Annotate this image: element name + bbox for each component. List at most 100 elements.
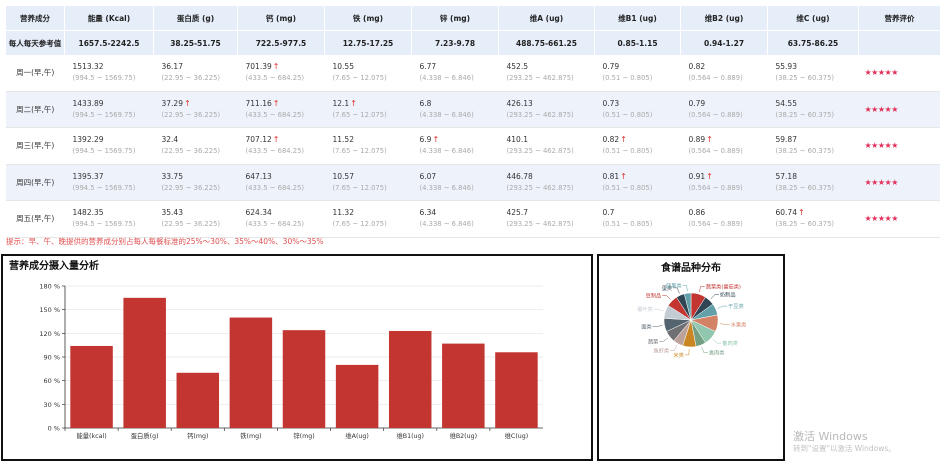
nutrient-value-line: 701.39↑ <box>246 61 324 73</box>
bar <box>282 330 326 428</box>
bar <box>335 364 379 428</box>
nutrient-value: 446.78 <box>506 171 533 181</box>
nutrient-range: (293.25 ~ 462.875) <box>506 183 574 192</box>
y-tick-label: 150 % <box>39 306 60 314</box>
nutrient-value-line: 1433.89 <box>73 98 153 110</box>
nutrient-value: 410.1 <box>506 135 528 145</box>
nutrient-value-line: 0.7 <box>603 207 680 219</box>
bar <box>229 317 273 428</box>
up-arrow-icon: ↑ <box>706 135 713 145</box>
nutrient-cell: 11.32 (7.65 ~ 12.075) <box>324 200 412 238</box>
nutrient-value: 6.77 <box>419 62 437 72</box>
up-arrow-icon: ↑ <box>183 98 191 108</box>
pie-label-line <box>698 286 705 293</box>
nutrient-range: (433.5 ~ 684.25) <box>245 74 305 83</box>
rating-stars: ★★★★★ <box>858 164 940 201</box>
nutrient-value: 10.55 <box>332 62 354 72</box>
nutrient-value: 0.73 <box>602 98 620 108</box>
nutrient-range: (22.95 ~ 36.225) <box>161 74 221 83</box>
nutrient-cell: 36.17 (22.95 ~ 36.225) <box>153 55 238 92</box>
nutrient-value-line: 6.34 <box>420 207 498 219</box>
column-header: 铁 (mg) <box>324 6 412 31</box>
nutrient-range: (4.338 ~ 6.846) <box>419 110 474 119</box>
nutrient-value: 55.93 <box>775 62 797 72</box>
pie-label-line <box>710 294 719 300</box>
pie-slice-label: 水果类 <box>731 320 747 328</box>
reference-value: 7.23-9.78 <box>411 30 499 55</box>
nutrition-tip: 提示：早、午、晚提供的营养成分别占每人每餐标准的25%～30%、35%～40%、… <box>6 237 324 246</box>
windows-activation-hint: 转到"设置"以激活 Windows。 <box>793 444 896 453</box>
reference-value: 0.85-1.15 <box>594 30 681 55</box>
x-tick-label: 维B1(ug) <box>396 431 424 440</box>
pie-slice-label: 禽肉类 <box>709 349 725 357</box>
nutrient-value-line: 647.13 <box>246 171 324 183</box>
nutrient-cell: 711.16↑ (433.5 ~ 684.25) <box>237 91 325 128</box>
nutrient-range: (4.338 ~ 6.846) <box>419 74 474 83</box>
reference-value: 488.75-661.25 <box>498 30 595 55</box>
nutrient-cell: 6.77 (4.338 ~ 6.846) <box>411 55 499 92</box>
nutrient-cell: 1513.32 (994.5 ~ 1569.75) <box>64 55 154 92</box>
nutrient-value: 1392.29 <box>72 135 104 145</box>
up-arrow-icon: ↑ <box>272 135 280 145</box>
nutrient-range: (4.338 ~ 6.846) <box>419 147 474 156</box>
nutrient-cell: 1433.89 (994.5 ~ 1569.75) <box>64 91 154 128</box>
pie-slice-label: 面类 <box>641 323 651 331</box>
nutrient-value-line: 10.55 <box>333 61 411 73</box>
nutrient-cell: 1482.35 (994.5 ~ 1569.75) <box>64 200 154 238</box>
nutrient-cell: 57.18 (38.25 ~ 60.375) <box>767 164 859 201</box>
nutrient-value-line: 0.79 <box>603 61 680 73</box>
nutrient-value: 1482.35 <box>72 208 104 218</box>
pie-slice-label: 畜肉类 <box>722 339 738 347</box>
nutrient-cell: 707.12↑ (433.5 ~ 684.25) <box>237 127 325 165</box>
nutrient-range: (994.5 ~ 1569.75) <box>72 147 136 156</box>
nutrient-value: 12.1 <box>332 98 350 108</box>
reference-value: 722.5-977.5 <box>237 30 325 55</box>
nutrient-value: 0.81 <box>602 171 620 181</box>
nutrient-cell: 0.82 (0.564 ~ 0.889) <box>680 55 768 92</box>
reference-value: 63.75-86.25 <box>767 30 859 55</box>
nutrient-cell: 59.87 (38.25 ~ 60.375) <box>767 127 859 165</box>
nutrient-range: (433.5 ~ 684.25) <box>245 220 305 229</box>
column-header: 维C (ug) <box>767 6 859 31</box>
nutrient-value-line: 452.5 <box>507 61 594 73</box>
column-header: 营养评价 <box>858 6 940 31</box>
reference-label: 每人每天参考值 <box>6 30 65 55</box>
up-arrow-icon: ↑ <box>706 171 713 181</box>
nutrient-value: 647.13 <box>245 171 272 181</box>
nutrient-value: 36.17 <box>161 62 183 72</box>
nutrient-range: (0.51 ~ 0.805) <box>602 74 653 83</box>
nutrient-range: (0.564 ~ 0.889) <box>688 220 743 229</box>
nutrient-cell: 647.13 (433.5 ~ 684.25) <box>237 164 325 201</box>
pie-slice-label: 蔬菜 <box>648 337 658 345</box>
pie-slice-label: 蛋类 <box>662 284 672 292</box>
nutrient-cell: 37.29↑ (22.95 ~ 36.225) <box>153 91 238 128</box>
nutrient-range: (0.564 ~ 0.889) <box>688 110 743 119</box>
day-label: 周五(早,午) <box>6 200 65 238</box>
pie-chart-title: 食谱品种分布 <box>661 263 721 274</box>
up-arrow-icon: ↑ <box>432 135 440 145</box>
nutrient-value-line: 32.4 <box>162 134 237 146</box>
nutrient-range: (0.51 ~ 0.805) <box>602 110 653 119</box>
table-row: 周一(早,午) 1513.32 (994.5 ~ 1569.75) 36.17 (22.… <box>6 55 940 92</box>
nutrient-value: 60.74 <box>775 208 797 218</box>
nutrient-value: 11.52 <box>332 135 354 145</box>
day-label: 周三(早,午) <box>6 127 65 165</box>
reference-value <box>858 30 940 55</box>
nutrient-value-line: 57.18 <box>776 171 858 183</box>
nutrient-range: (7.65 ~ 12.075) <box>332 74 387 83</box>
column-header: 维B1 (ug) <box>594 6 681 31</box>
nutrient-range: (0.51 ~ 0.805) <box>602 183 653 192</box>
nutrient-value-line: 425.7 <box>507 207 594 219</box>
pie-label-line <box>684 348 690 356</box>
nutrient-cell: 6.34 (4.338 ~ 6.846) <box>411 200 499 238</box>
nutrient-range: (7.65 ~ 12.075) <box>332 183 387 192</box>
nutrient-value-line: 0.73 <box>603 98 680 110</box>
nutrient-value-line: 0.82↑ <box>603 134 680 146</box>
nutrient-value: 0.7 <box>602 208 615 218</box>
pie-label-line <box>652 325 663 327</box>
nutrient-range: (293.25 ~ 462.875) <box>506 220 574 229</box>
nutrient-value-line: 0.89↑ <box>689 134 767 146</box>
nutrient-range: (293.25 ~ 462.875) <box>506 74 574 83</box>
reference-value: 1657.5-2242.5 <box>64 30 154 55</box>
nutrient-range: (433.5 ~ 684.25) <box>245 110 305 119</box>
